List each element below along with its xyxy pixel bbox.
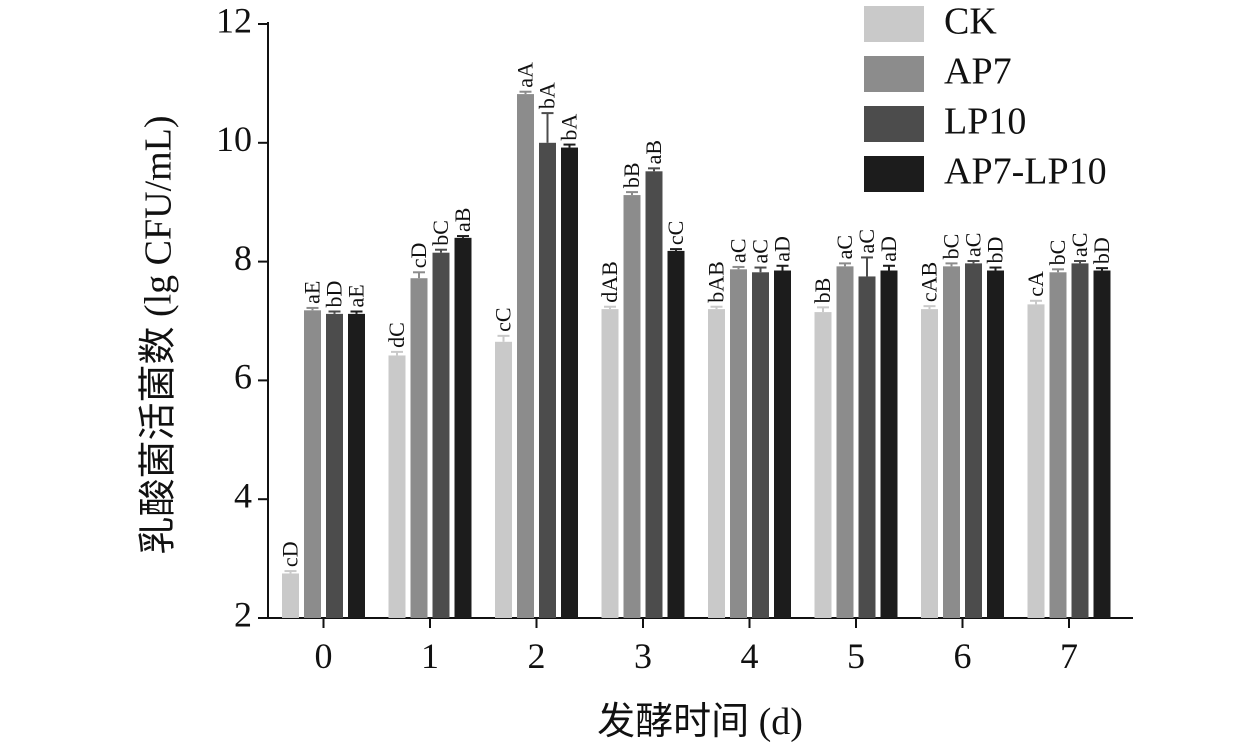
legend-label: LP10 xyxy=(944,101,1026,143)
bar xyxy=(814,312,832,618)
significance-label: cD xyxy=(278,541,303,567)
bar xyxy=(348,313,365,618)
significance-label: bA xyxy=(535,82,560,109)
bar xyxy=(432,252,450,618)
significance-label: dAB xyxy=(597,261,622,303)
bar xyxy=(517,94,534,619)
significance-label: aA xyxy=(513,62,538,88)
bar xyxy=(410,278,428,618)
bar xyxy=(987,270,1004,618)
bar xyxy=(282,573,299,618)
x-axis-title: 发酵时间 (d) xyxy=(597,701,803,743)
bar xyxy=(645,171,663,618)
y-axis-title: 乳酸菌活菌数 (lg CFU/mL) xyxy=(138,115,180,554)
bar xyxy=(730,269,747,618)
legend-label: AP7 xyxy=(944,51,1012,93)
significance-label: aE xyxy=(300,281,325,304)
bar xyxy=(667,250,685,618)
legend: CK AP7 LP10 AP7-LP10 xyxy=(864,1,1107,193)
significance-label: bB xyxy=(810,278,835,304)
y-tick-label: 8 xyxy=(234,238,252,278)
bar xyxy=(752,272,769,618)
x-tick-label: 1 xyxy=(421,636,439,676)
error-bars xyxy=(284,90,1108,574)
bar xyxy=(454,237,472,618)
legend-swatch xyxy=(864,106,924,142)
significance-label: aC xyxy=(832,235,857,259)
x-tick-label: 2 xyxy=(528,636,546,676)
significance-label: cC xyxy=(663,221,688,245)
y-tick-label: 6 xyxy=(234,357,252,397)
y-tick-label: 10 xyxy=(216,119,252,159)
x-tick-label: 7 xyxy=(1060,636,1078,676)
bar xyxy=(836,266,854,618)
bars xyxy=(282,94,1111,619)
significance-label: bD xyxy=(322,281,347,308)
bar xyxy=(1027,304,1045,618)
legend-swatch xyxy=(864,56,924,92)
significance-label: bD xyxy=(1089,237,1114,264)
significance-label: aC xyxy=(854,229,879,253)
significance-label: aC xyxy=(726,238,751,262)
x-tick-label: 3 xyxy=(634,636,652,676)
x-tick-label: 4 xyxy=(741,636,759,676)
bar xyxy=(774,270,791,618)
x-tick-label: 6 xyxy=(954,636,972,676)
bar xyxy=(1071,263,1089,618)
bar xyxy=(921,309,938,618)
significance-label: aE xyxy=(344,284,369,307)
bar xyxy=(943,266,960,618)
bar xyxy=(539,142,556,619)
bar xyxy=(561,147,578,618)
significance-label: bD xyxy=(983,237,1008,264)
legend-label: CK xyxy=(944,1,997,43)
significance-label: aB xyxy=(641,140,666,164)
significance-label: bA xyxy=(557,114,582,141)
significance-label: bB xyxy=(619,162,644,188)
bar xyxy=(1049,272,1067,618)
bar xyxy=(495,341,512,618)
bar xyxy=(1093,270,1111,618)
bar xyxy=(601,309,619,618)
significance-label: cAB xyxy=(917,262,942,302)
bar xyxy=(388,355,406,618)
significance-label: dC xyxy=(384,322,409,348)
bar xyxy=(965,263,982,618)
bar xyxy=(708,309,725,618)
y-tick-label: 4 xyxy=(234,475,252,515)
significance-label: cC xyxy=(491,307,516,331)
significance-label: bC xyxy=(939,234,964,260)
significance-label: aC xyxy=(961,233,986,257)
x-tick-label: 5 xyxy=(847,636,865,676)
x-tick-label: 0 xyxy=(315,636,333,676)
y-tick-label: 2 xyxy=(234,594,252,634)
bar xyxy=(858,276,876,618)
legend-label: AP7-LP10 xyxy=(944,151,1107,193)
significance-label: aC xyxy=(1067,233,1092,257)
legend-swatch xyxy=(864,156,924,192)
significance-label: cD xyxy=(406,243,431,269)
y-tick-label: 12 xyxy=(216,0,252,40)
significance-label: aC xyxy=(748,239,773,263)
significance-label: bC xyxy=(428,220,453,246)
significance-label: aD xyxy=(876,236,901,262)
significance-label: aB xyxy=(450,208,475,232)
significance-label: bAB xyxy=(704,261,729,303)
legend-swatch xyxy=(864,6,924,42)
significance-label: bC xyxy=(1045,240,1070,266)
significance-label: aD xyxy=(770,236,795,262)
significance-label: cA xyxy=(1023,271,1048,297)
bar xyxy=(326,313,343,618)
bar xyxy=(304,310,321,618)
bar xyxy=(623,195,641,618)
bar xyxy=(880,270,898,618)
